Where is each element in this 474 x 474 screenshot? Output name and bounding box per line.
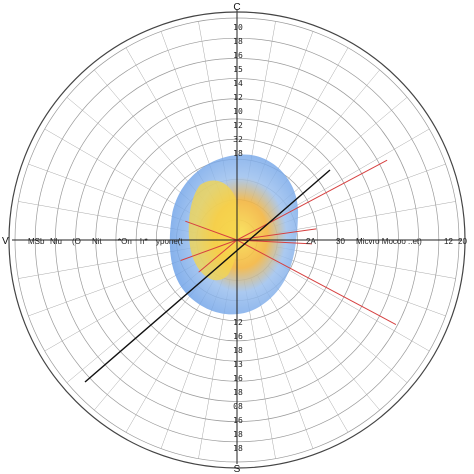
- compass-left-label: V: [2, 236, 9, 247]
- vertical-tick-label: 16: [233, 332, 243, 341]
- axis-label: 20: [458, 237, 467, 246]
- red-ray: [236, 159, 388, 241]
- grid-spoke: [276, 201, 456, 234]
- vertical-tick-label: 18: [233, 388, 243, 397]
- red-ray: [236, 239, 312, 245]
- vertical-tick-label: 12: [233, 318, 243, 327]
- vertical-tick-label: 16: [233, 416, 243, 425]
- vertical-tick-label: 18: [233, 346, 243, 355]
- vertical-tick-label: 13: [233, 360, 243, 369]
- grid-spoke: [262, 270, 380, 411]
- grid-spoke: [18, 246, 198, 279]
- red-ray: [185, 220, 238, 241]
- red-ray: [180, 239, 238, 261]
- axis-label: (O: [72, 237, 81, 246]
- axis-label: h*: [140, 237, 148, 246]
- grid-spoke: [250, 277, 314, 449]
- grid-spoke: [271, 259, 430, 352]
- axis-label: Nit: [92, 237, 103, 246]
- vertical-tick-label: 15: [233, 65, 243, 74]
- vertical-tick-label: 32: [233, 135, 243, 144]
- vertical-tick-label: 12: [233, 93, 243, 102]
- axis-label: ypone(t: [156, 237, 183, 246]
- vertical-tick-label: 18: [233, 430, 243, 439]
- grid-spoke: [267, 265, 408, 383]
- outer-ring: [8, 11, 466, 469]
- horizontal-labels-left: MSb Nlu (O Nit *On h* ypone(t: [28, 237, 183, 246]
- vertical-tick-label: 16: [233, 374, 243, 383]
- grid-spoke: [271, 128, 430, 221]
- vertical-tick-label: 16: [233, 51, 243, 60]
- red-ray: [198, 239, 238, 273]
- vertical-tick-label: 10: [233, 23, 243, 32]
- compass-bottom-label: S: [234, 464, 241, 474]
- compass-top-label: C: [233, 2, 240, 13]
- axis-label: Micvro Mocoo ..et): [356, 237, 422, 246]
- axis-label: 12: [444, 237, 453, 246]
- diagonal-axis: [84, 169, 331, 383]
- axis-label: 2A: [306, 237, 316, 246]
- axis-label: MSb: [28, 237, 45, 246]
- vertical-tick-label: 18: [233, 37, 243, 46]
- grid-spoke: [274, 253, 446, 317]
- grid-spoke: [28, 253, 200, 317]
- grid-spoke: [256, 274, 349, 433]
- grid-spoke: [274, 163, 446, 227]
- vertical-tick-label: 10: [233, 107, 243, 116]
- red-ray: [236, 239, 397, 325]
- grid-spoke: [18, 201, 198, 234]
- axis-label: *On: [118, 237, 132, 246]
- axis-label: 30: [336, 237, 345, 246]
- grid-spoke: [276, 246, 456, 279]
- vertical-tick-label: 18: [233, 444, 243, 453]
- vertical-tick-labels-top: 10 18 16 15 14 12 10 12 32 18: [233, 23, 243, 158]
- density-core: [188, 180, 240, 281]
- horizontal-labels-right: 2A 30 Micvro Mocoo ..et) 12 20: [306, 237, 467, 246]
- grid-spoke: [28, 163, 200, 227]
- vertical-tick-label: 08: [233, 402, 243, 411]
- vertical-tick-label: 18: [233, 149, 243, 158]
- axis-label: Nlu: [50, 237, 62, 246]
- vertical-tick-label: 14: [233, 79, 243, 88]
- vertical-tick-label: 12: [233, 121, 243, 130]
- vertical-tick-labels-bottom: 12 16 18 13 16 18 08 16 18 18: [233, 318, 243, 453]
